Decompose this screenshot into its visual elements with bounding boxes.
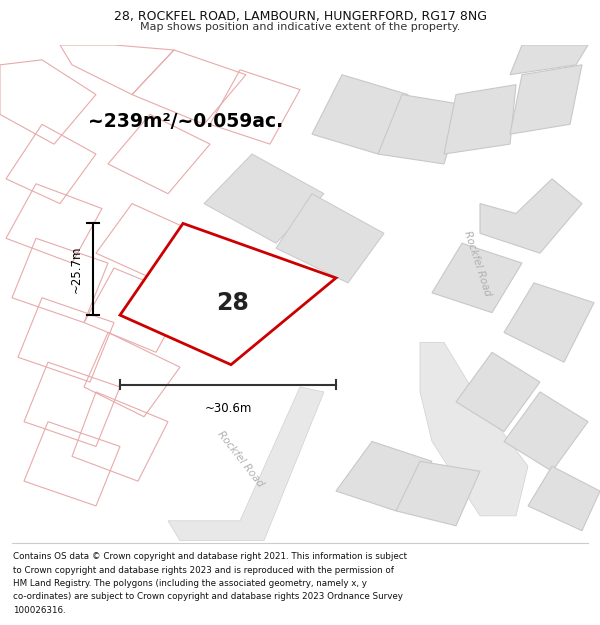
Polygon shape [168,387,324,541]
Polygon shape [456,352,540,432]
Text: ~30.6m: ~30.6m [205,402,251,415]
Text: Rockfel Road: Rockfel Road [462,229,492,297]
Text: Rockfel Road: Rockfel Road [215,429,265,489]
Polygon shape [510,45,588,75]
Polygon shape [120,223,336,364]
Polygon shape [420,342,528,516]
Text: ~239m²/~0.059ac.: ~239m²/~0.059ac. [88,112,284,131]
Text: ~25.7m: ~25.7m [70,246,83,293]
Text: Map shows position and indicative extent of the property.: Map shows position and indicative extent… [140,22,460,32]
Polygon shape [504,283,594,362]
Polygon shape [432,243,522,312]
Polygon shape [276,194,384,283]
Text: 28, ROCKFEL ROAD, LAMBOURN, HUNGERFORD, RG17 8NG: 28, ROCKFEL ROAD, LAMBOURN, HUNGERFORD, … [113,10,487,23]
Text: 100026316.: 100026316. [13,606,66,615]
Polygon shape [480,179,582,253]
Polygon shape [336,441,432,511]
Polygon shape [510,65,582,134]
Polygon shape [444,84,516,154]
Polygon shape [378,94,462,164]
Text: to Crown copyright and database rights 2023 and is reproduced with the permissio: to Crown copyright and database rights 2… [13,566,394,575]
Text: Contains OS data © Crown copyright and database right 2021. This information is : Contains OS data © Crown copyright and d… [13,552,407,561]
Text: 28: 28 [216,291,249,315]
Text: HM Land Registry. The polygons (including the associated geometry, namely x, y: HM Land Registry. The polygons (includin… [13,579,367,588]
Polygon shape [528,466,600,531]
Polygon shape [312,75,408,154]
Polygon shape [504,392,588,471]
Polygon shape [204,154,324,243]
Polygon shape [396,461,480,526]
Text: co-ordinates) are subject to Crown copyright and database rights 2023 Ordnance S: co-ordinates) are subject to Crown copyr… [13,592,403,601]
